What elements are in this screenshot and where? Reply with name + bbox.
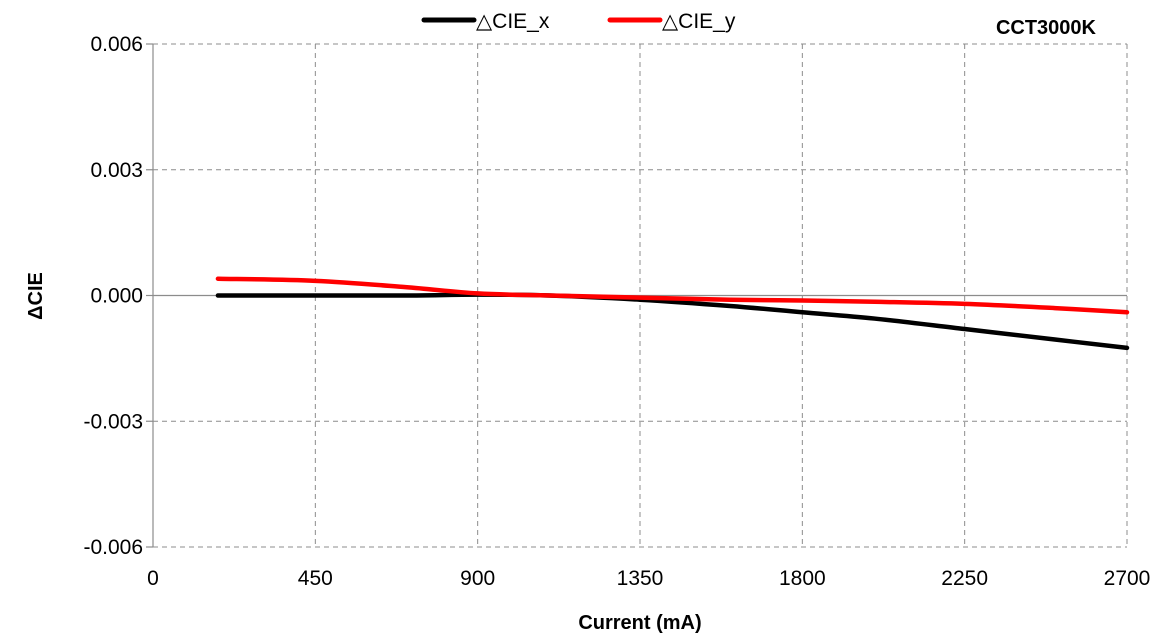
x-axis-title: Current (mA) [578, 612, 701, 634]
series-line-cie-x [215, 292, 1130, 351]
y-tick-label: -0.006 [83, 536, 143, 559]
chart-annotation: CCT3000K [996, 17, 1097, 39]
x-tick-label: 1800 [779, 567, 826, 590]
legend-label-cie-x: △CIE_x [476, 10, 550, 33]
x-tick-label: 900 [460, 567, 495, 590]
series-line-cie-y [215, 276, 1130, 315]
grid-lines [153, 43, 1128, 547]
y-tick-label: 0.000 [90, 285, 143, 308]
series-lines [215, 276, 1130, 351]
x-tick-label: 2250 [941, 567, 988, 590]
y-tick-label: -0.003 [83, 410, 143, 433]
x-tick-label: 2700 [1104, 567, 1151, 590]
x-tick-label: 450 [298, 567, 333, 590]
legend-label-cie-y: △CIE_y [662, 10, 736, 33]
x-tick-label: 0 [147, 567, 159, 590]
legend: △CIE_x △CIE_y [421, 10, 736, 33]
tick-labels: -0.006 -0.003 0.000 0.003 0.006 0 450 900 1350 18… [83, 33, 1150, 590]
y-tick-label: 0.006 [90, 33, 143, 56]
y-tick-label: 0.003 [90, 159, 143, 182]
y-axis-title: ΔCIE [25, 272, 47, 320]
x-tick-label: 1350 [617, 567, 664, 590]
